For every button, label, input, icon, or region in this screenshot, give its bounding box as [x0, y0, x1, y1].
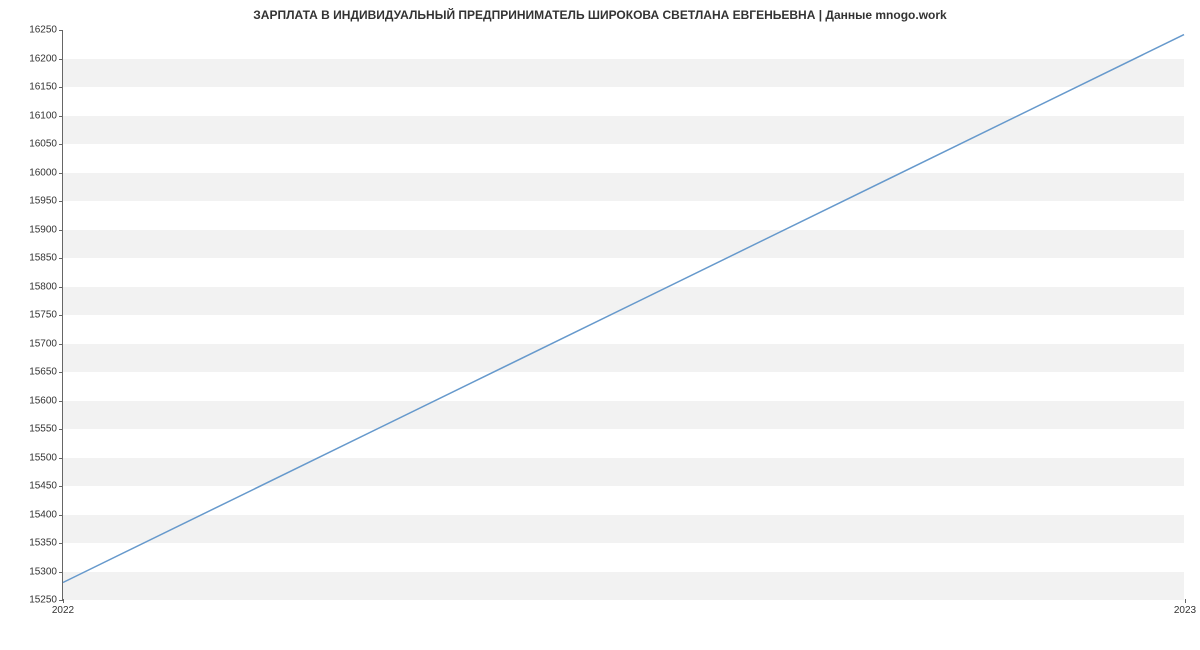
y-tick-mark	[59, 515, 63, 516]
salary-line-chart: ЗАРПЛАТА В ИНДИВИДУАЛЬНЫЙ ПРЕДПРИНИМАТЕЛ…	[0, 0, 1200, 650]
chart-line-layer	[63, 30, 1184, 599]
y-tick-label: 15550	[29, 424, 57, 435]
y-tick-mark	[59, 87, 63, 88]
y-tick-mark	[59, 486, 63, 487]
x-tick-mark	[1185, 599, 1186, 603]
y-tick-label: 15850	[29, 253, 57, 264]
y-tick-mark	[59, 201, 63, 202]
y-tick-label: 15400	[29, 509, 57, 520]
y-tick-label: 16050	[29, 139, 57, 150]
y-tick-mark	[59, 543, 63, 544]
y-tick-mark	[59, 144, 63, 145]
y-tick-label: 15950	[29, 196, 57, 207]
y-tick-label: 15650	[29, 367, 57, 378]
y-tick-mark	[59, 372, 63, 373]
chart-title: ЗАРПЛАТА В ИНДИВИДУАЛЬНЫЙ ПРЕДПРИНИМАТЕЛ…	[0, 8, 1200, 22]
y-tick-mark	[59, 30, 63, 31]
plot-area: 1525015300153501540015450155001555015600…	[62, 30, 1184, 600]
y-tick-mark	[59, 315, 63, 316]
y-tick-label: 15800	[29, 281, 57, 292]
y-tick-label: 15500	[29, 452, 57, 463]
y-tick-mark	[59, 344, 63, 345]
y-tick-mark	[59, 116, 63, 117]
y-tick-label: 15750	[29, 310, 57, 321]
series-line	[63, 35, 1184, 583]
y-tick-mark	[59, 230, 63, 231]
y-tick-label: 16250	[29, 25, 57, 36]
y-tick-mark	[59, 572, 63, 573]
y-tick-label: 15900	[29, 224, 57, 235]
y-tick-mark	[59, 173, 63, 174]
y-tick-label: 15250	[29, 595, 57, 606]
x-tick-mark	[63, 599, 64, 603]
y-tick-label: 15700	[29, 338, 57, 349]
x-tick-label: 2023	[1174, 605, 1196, 616]
y-tick-label: 15450	[29, 481, 57, 492]
y-tick-label: 15300	[29, 566, 57, 577]
y-tick-label: 15350	[29, 538, 57, 549]
y-tick-mark	[59, 59, 63, 60]
y-tick-label: 16000	[29, 167, 57, 178]
y-tick-mark	[59, 401, 63, 402]
y-tick-label: 16200	[29, 53, 57, 64]
y-tick-mark	[59, 429, 63, 430]
y-tick-label: 16100	[29, 110, 57, 121]
y-tick-mark	[59, 287, 63, 288]
y-tick-label: 15600	[29, 395, 57, 406]
y-tick-label: 16150	[29, 82, 57, 93]
y-tick-mark	[59, 458, 63, 459]
y-tick-mark	[59, 258, 63, 259]
x-tick-label: 2022	[52, 605, 74, 616]
